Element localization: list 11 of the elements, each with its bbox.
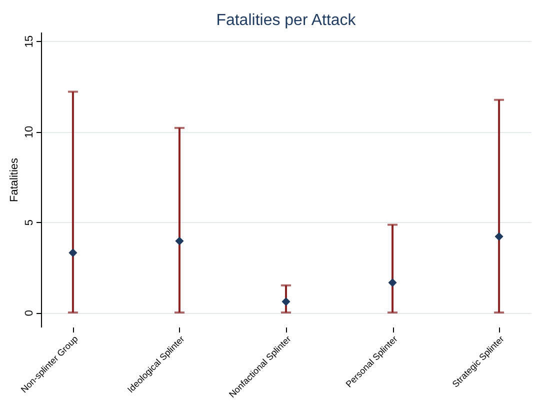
y-tick-label: 0: [24, 310, 36, 316]
point: [494, 232, 504, 241]
y-tick-label: 10: [24, 126, 36, 138]
y-tick-label: 5: [24, 219, 36, 226]
point: [388, 278, 397, 287]
y-axis-title: Fatalities: [8, 158, 20, 202]
chart-title: Fatalities per Attack: [216, 12, 357, 29]
y-tick-label: 15: [24, 35, 36, 48]
point: [68, 248, 78, 257]
point: [175, 236, 184, 246]
point: [282, 297, 290, 306]
